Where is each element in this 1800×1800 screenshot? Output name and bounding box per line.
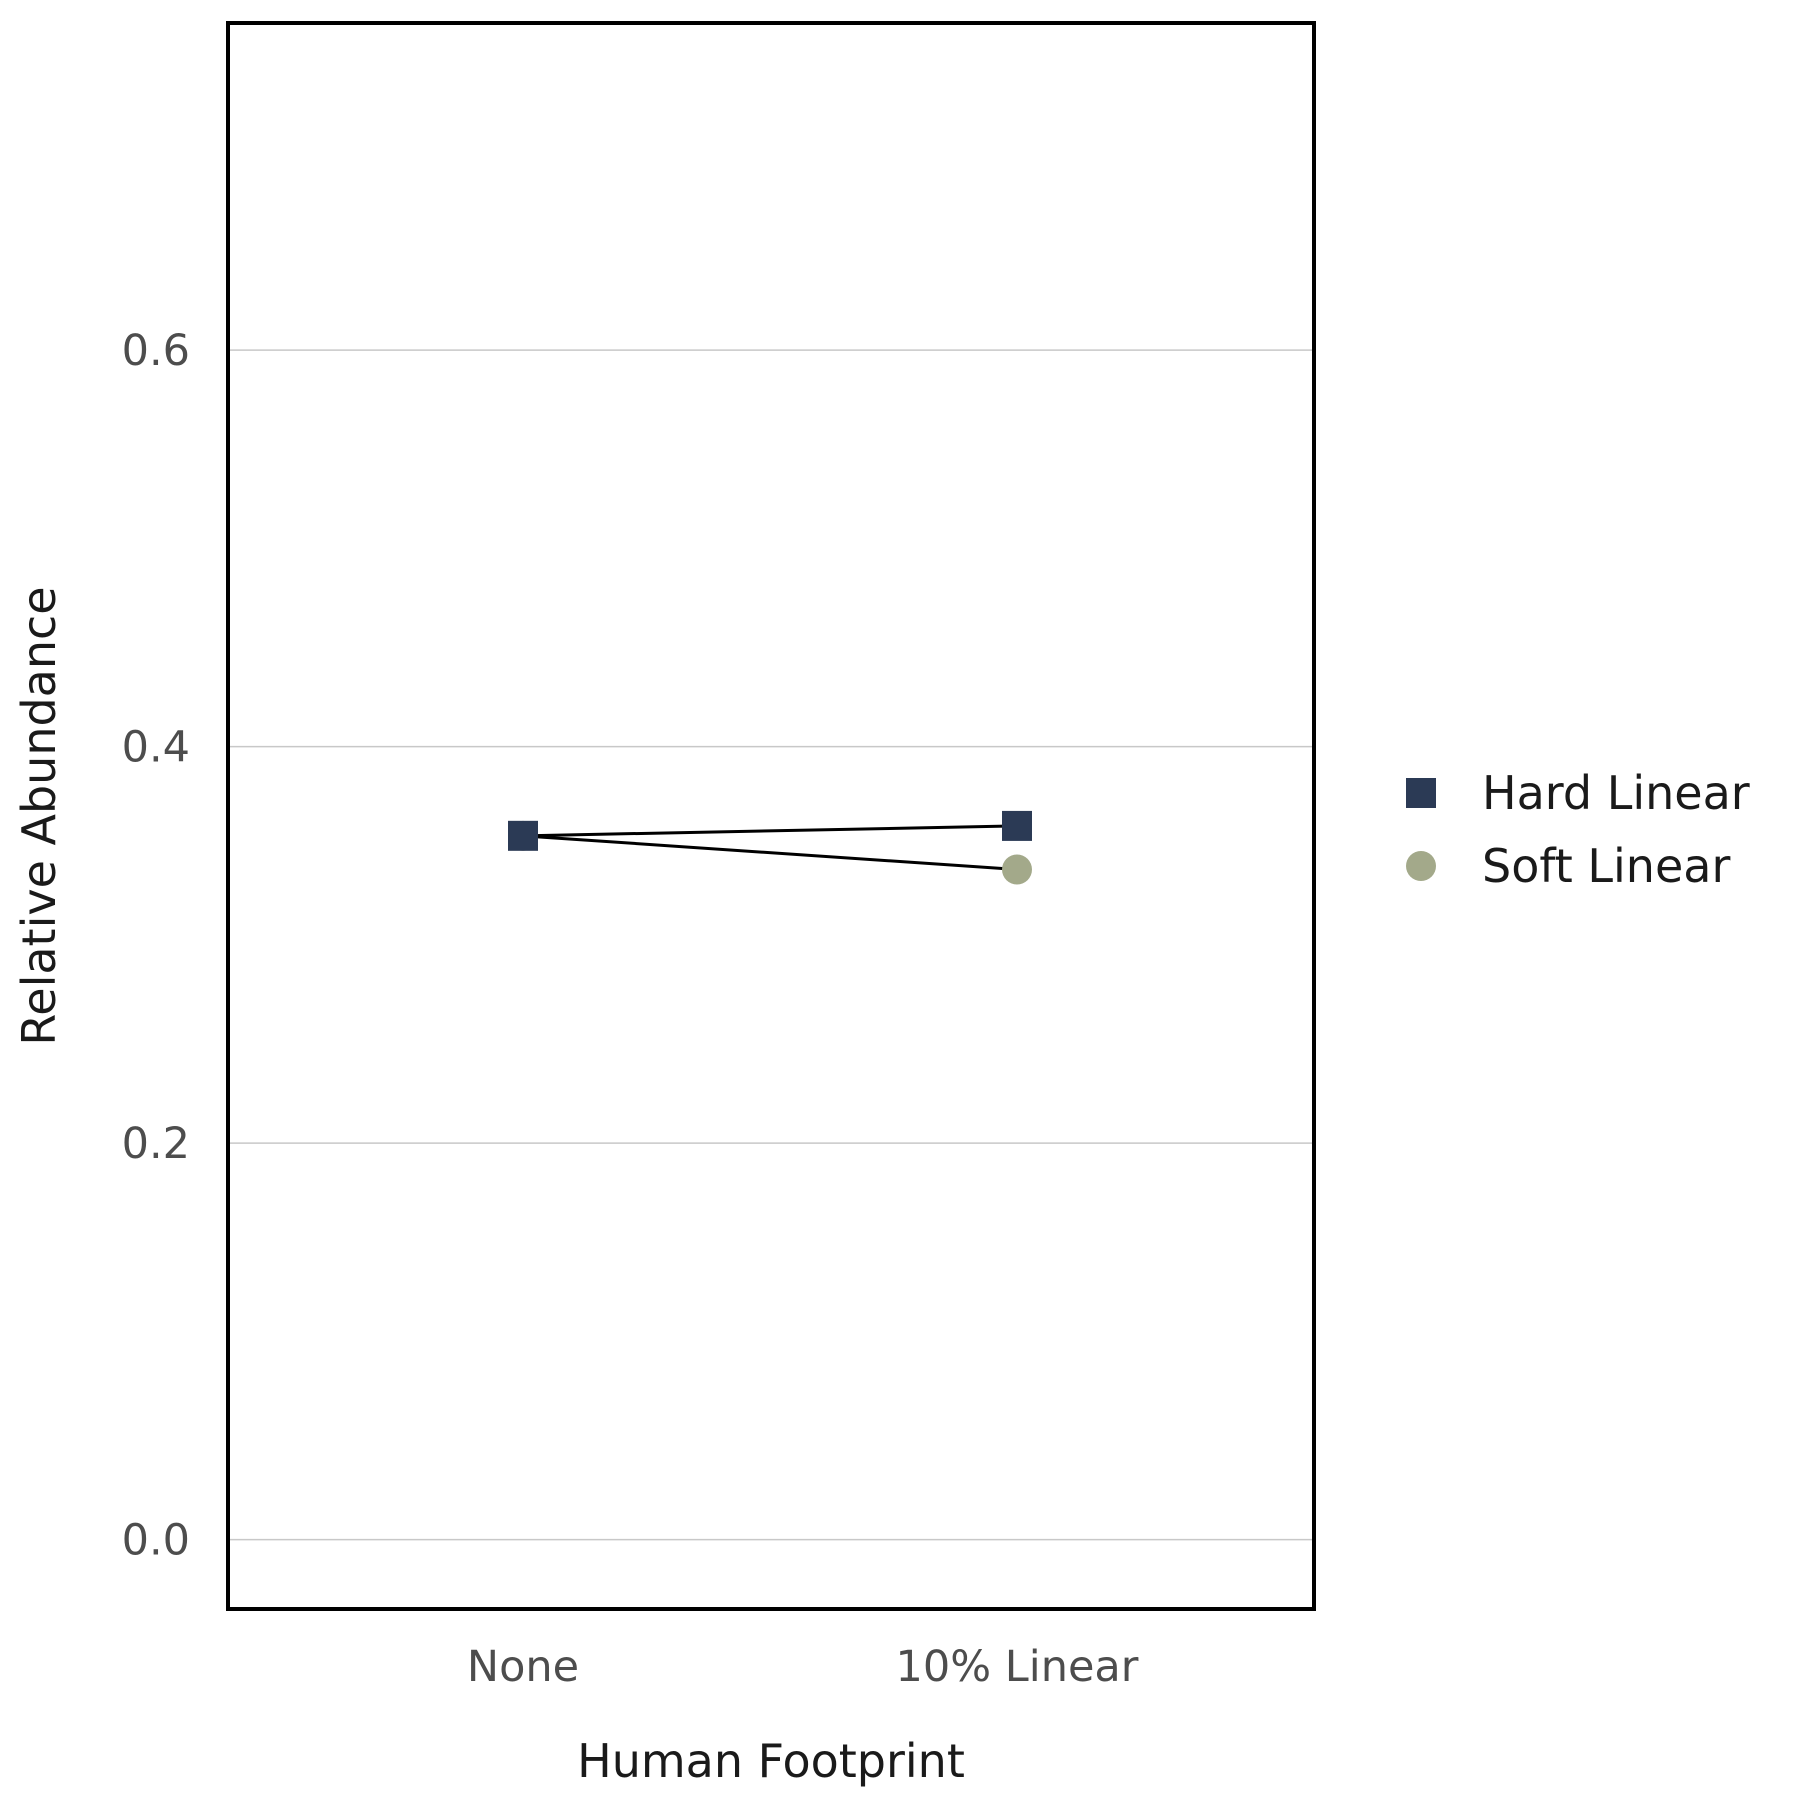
series-line <box>522 834 1018 872</box>
data-point-square <box>1002 810 1032 841</box>
y-tick-label: 0.6 <box>122 326 190 376</box>
y-tick-label: 0.0 <box>122 1516 190 1566</box>
legend-label: Hard Linear <box>1482 766 1750 820</box>
x-axis-ticks: None 10% Linear <box>467 1642 1139 1692</box>
x-tick-label: None <box>467 1642 579 1692</box>
x-tick-label: 10% Linear <box>896 1642 1139 1692</box>
legend: Hard Linear Soft Linear <box>1406 766 1750 893</box>
series-line <box>522 824 1018 838</box>
data-point-square <box>508 820 538 851</box>
x-axis-title: Human Footprint <box>577 1734 965 1788</box>
legend-key-square <box>1406 778 1436 808</box>
y-axis-title: Relative Abundance <box>12 586 66 1045</box>
legend-label: Soft Linear <box>1482 839 1730 893</box>
y-axis-ticks: 0.0 0.2 0.4 0.6 <box>122 326 190 1566</box>
plot-panel-border <box>226 21 1316 1611</box>
y-tick-label: 0.2 <box>122 1119 190 1169</box>
legend-key-circle <box>1406 851 1436 881</box>
data-markers <box>508 810 1032 885</box>
gridlines <box>228 349 1314 1541</box>
y-tick-label: 0.4 <box>122 723 190 773</box>
data-point-circle <box>1002 854 1032 885</box>
series-lines <box>522 824 1018 872</box>
